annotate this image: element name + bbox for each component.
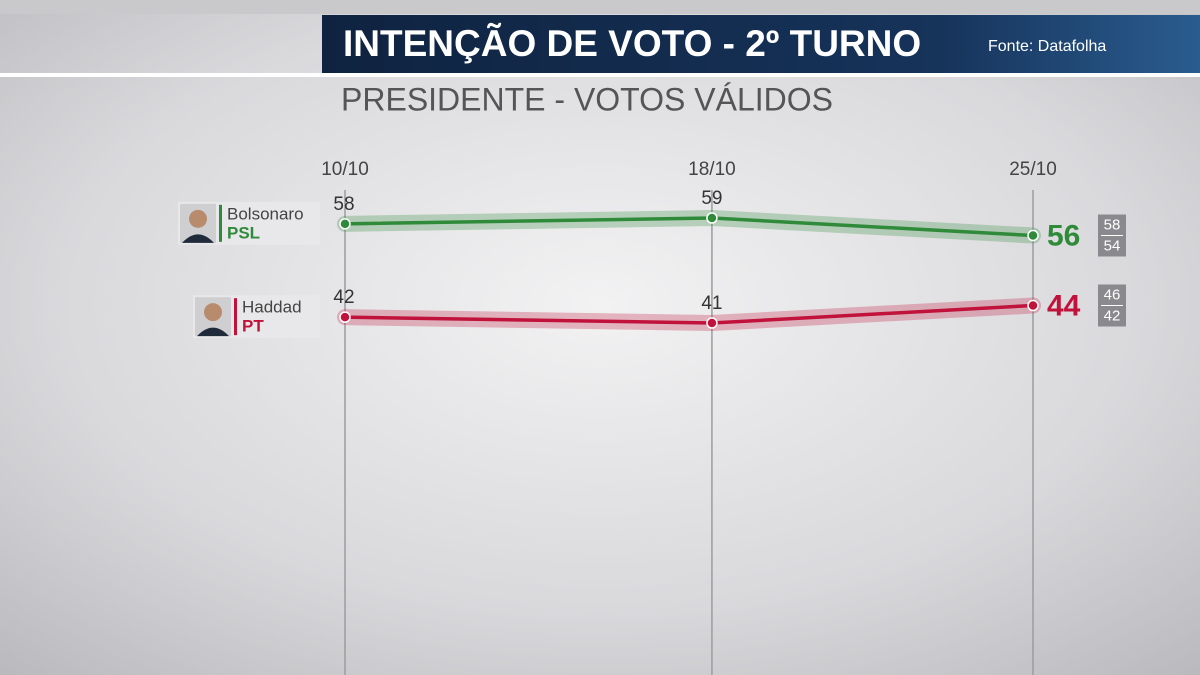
- value-label-final: 56: [1047, 219, 1080, 252]
- source: Fonte: Datafolha: [988, 38, 1106, 55]
- header-bar: [322, 15, 1200, 73]
- legend-swatch: [219, 204, 222, 242]
- subtitle: PRESIDENTE - VOTOS VÁLIDOS: [341, 81, 833, 117]
- margin-label: 54: [1104, 237, 1121, 254]
- point: [1027, 299, 1039, 312]
- point: [706, 212, 718, 224]
- legend-photo-body: [197, 327, 229, 337]
- value-label: 41: [701, 293, 722, 314]
- legend-photo-body: [182, 234, 214, 243]
- point: [339, 218, 351, 230]
- legend-photo-head: [189, 209, 207, 228]
- point: [706, 317, 718, 329]
- legend-swatch: [234, 298, 237, 336]
- value-label: 58: [333, 194, 354, 215]
- legend-name: Haddad: [242, 298, 302, 317]
- x-tick-label: 25/10: [1009, 159, 1057, 180]
- margin-label: 46: [1104, 286, 1121, 303]
- value-label: 42: [333, 287, 354, 308]
- value-label-final: 44: [1047, 289, 1081, 322]
- point: [339, 311, 351, 323]
- chart-title: INTENÇÃO DE VOTO - 2º TURNO: [343, 22, 921, 64]
- margin-label: 58: [1104, 216, 1121, 233]
- top-band: [0, 0, 1200, 14]
- legend-party: PSL: [227, 223, 260, 242]
- point: [1027, 229, 1039, 242]
- value-label: 59: [701, 188, 722, 209]
- legend-party: PT: [242, 317, 264, 336]
- legend-photo-head: [204, 303, 222, 322]
- header-rule: [0, 73, 1200, 77]
- x-tick-label: 18/10: [688, 159, 736, 180]
- legend-name: Bolsonaro: [227, 204, 304, 223]
- margin-label: 42: [1104, 307, 1121, 324]
- x-tick-label: 10/10: [321, 159, 369, 180]
